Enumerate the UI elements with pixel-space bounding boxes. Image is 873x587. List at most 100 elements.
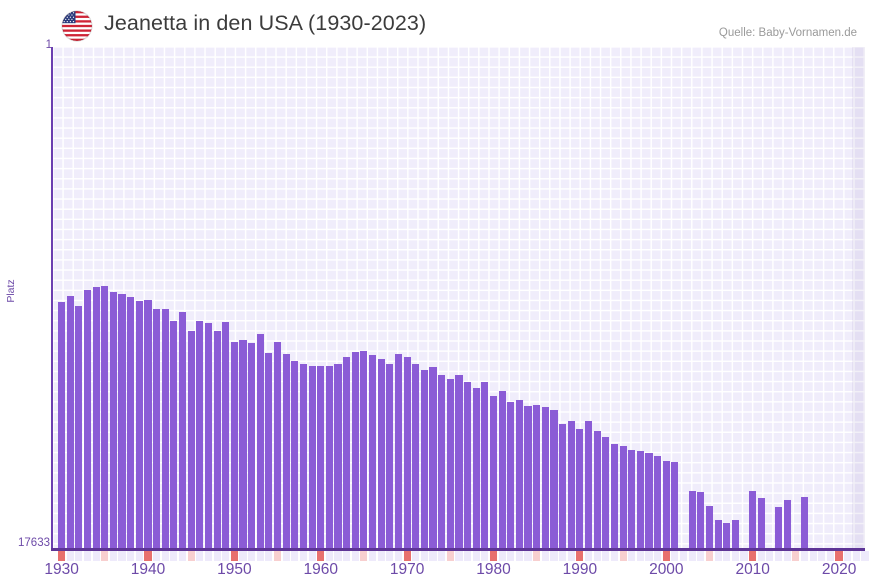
x-axis-tick-labels: 1930 1940 1950 1960 1970 1980 1990 2000 2010 2020	[0, 561, 873, 587]
bar-1973	[429, 366, 437, 549]
tick-cell-1982	[507, 551, 515, 561]
bar-1942	[161, 309, 169, 549]
bar-1990	[576, 429, 584, 549]
bar-1982	[507, 402, 515, 549]
tick-cell-1953	[256, 551, 264, 561]
tick-cell-1931	[66, 551, 74, 561]
bar-1974	[438, 374, 446, 549]
bar-2003	[688, 491, 696, 549]
tick-cell-1992	[593, 551, 601, 561]
y-axis-top-tick-label: 1	[45, 39, 52, 51]
bar-1976	[455, 374, 463, 549]
tick-cell-1958	[299, 551, 308, 561]
tick-cell-1955	[273, 551, 282, 561]
tick-cell-2020	[835, 551, 843, 561]
tick-cell-1943	[170, 551, 178, 561]
bar-1994	[610, 443, 618, 549]
bar-2001	[671, 461, 679, 549]
tick-cell-1960	[317, 551, 325, 561]
tick-cell-1937	[118, 551, 126, 561]
bar-1975	[446, 378, 454, 549]
bar-2008	[731, 520, 739, 549]
tick-cell-1936	[109, 551, 117, 561]
bar-1983	[515, 400, 523, 549]
bar-1984	[524, 406, 532, 549]
bar-1954	[265, 352, 273, 549]
bar-1931	[66, 296, 74, 549]
tick-cell-1983	[515, 551, 523, 561]
tick-cell-1963	[343, 551, 351, 561]
tick-cell-1961	[325, 551, 333, 561]
tick-cell-1935	[101, 551, 109, 561]
us-flag-icon	[62, 11, 92, 41]
bar-1985	[533, 404, 541, 549]
chart-header: Jeanetta in den USA (1930-2023) Quelle: …	[0, 0, 873, 46]
bar-1967	[377, 358, 385, 549]
tick-cell-2014	[783, 551, 791, 561]
bar-1996	[628, 449, 636, 549]
bar-1949	[222, 322, 230, 549]
tick-cell-1986	[541, 551, 549, 561]
bar-1987	[550, 409, 558, 549]
bar-1940	[144, 299, 152, 549]
bar-1945	[187, 331, 195, 549]
tick-cell-1990	[576, 551, 584, 561]
tick-cell-1959	[308, 551, 316, 561]
bar-1965	[360, 350, 368, 549]
tick-cell-1998	[645, 551, 653, 561]
tick-cell-1978	[472, 551, 480, 561]
x-tick-label-1980: 1980	[476, 561, 511, 578]
tick-cell-1993	[602, 551, 610, 561]
tick-cell-1997	[636, 551, 644, 561]
tick-cell-1996	[628, 551, 636, 561]
bar-1998	[645, 452, 653, 549]
tick-cell-1930	[58, 551, 66, 561]
bar-1950	[230, 341, 238, 549]
tick-cell-1966	[368, 551, 377, 561]
bar-1969	[394, 354, 403, 549]
bar-2004	[697, 491, 705, 549]
tick-cell-2017	[809, 551, 817, 561]
bar-1968	[386, 363, 394, 549]
bar-1966	[368, 355, 377, 549]
bar-1937	[118, 294, 126, 549]
page-title: Jeanetta in den USA (1930-2023)	[104, 11, 427, 35]
bar-1986	[541, 407, 549, 549]
bar-1933	[83, 289, 92, 549]
tick-cell-1981	[498, 551, 506, 561]
x-tick-label-2020: 2020	[821, 561, 857, 578]
tick-cell-2001	[671, 551, 679, 561]
bar-1946	[196, 321, 204, 549]
tick-cell-1991	[584, 551, 593, 561]
tick-cell-1952	[248, 551, 256, 561]
tick-cell-1976	[455, 551, 463, 561]
bar-1971	[412, 363, 420, 549]
bar-1943	[170, 320, 178, 549]
bar-2016	[800, 496, 809, 549]
tick-cell-2000	[662, 551, 670, 561]
tick-cell-2018	[818, 551, 826, 561]
bar-1960	[317, 366, 325, 549]
bar-1952	[248, 343, 256, 549]
x-tick-label-1970: 1970	[389, 561, 425, 578]
tick-cell-2004	[697, 551, 705, 561]
bar-series	[53, 47, 865, 549]
bar-1977	[464, 381, 472, 549]
tick-cell-1933	[83, 551, 92, 561]
tick-cell-1995	[619, 551, 627, 561]
tick-cell-1947	[204, 551, 212, 561]
tick-cell-2023	[861, 551, 869, 561]
bar-1988	[559, 423, 567, 549]
tick-cell-1973	[429, 551, 437, 561]
bar-1948	[213, 330, 221, 549]
tick-cell-1951	[239, 551, 247, 561]
tick-cell-2003	[688, 551, 696, 561]
bar-1955	[273, 341, 282, 549]
bar-1939	[135, 300, 143, 549]
bar-1934	[92, 286, 100, 549]
bar-1979	[481, 382, 489, 549]
tick-cell-1948	[213, 551, 221, 561]
tick-cell-2010	[749, 551, 757, 561]
x-tick-label-1960: 1960	[303, 561, 339, 578]
